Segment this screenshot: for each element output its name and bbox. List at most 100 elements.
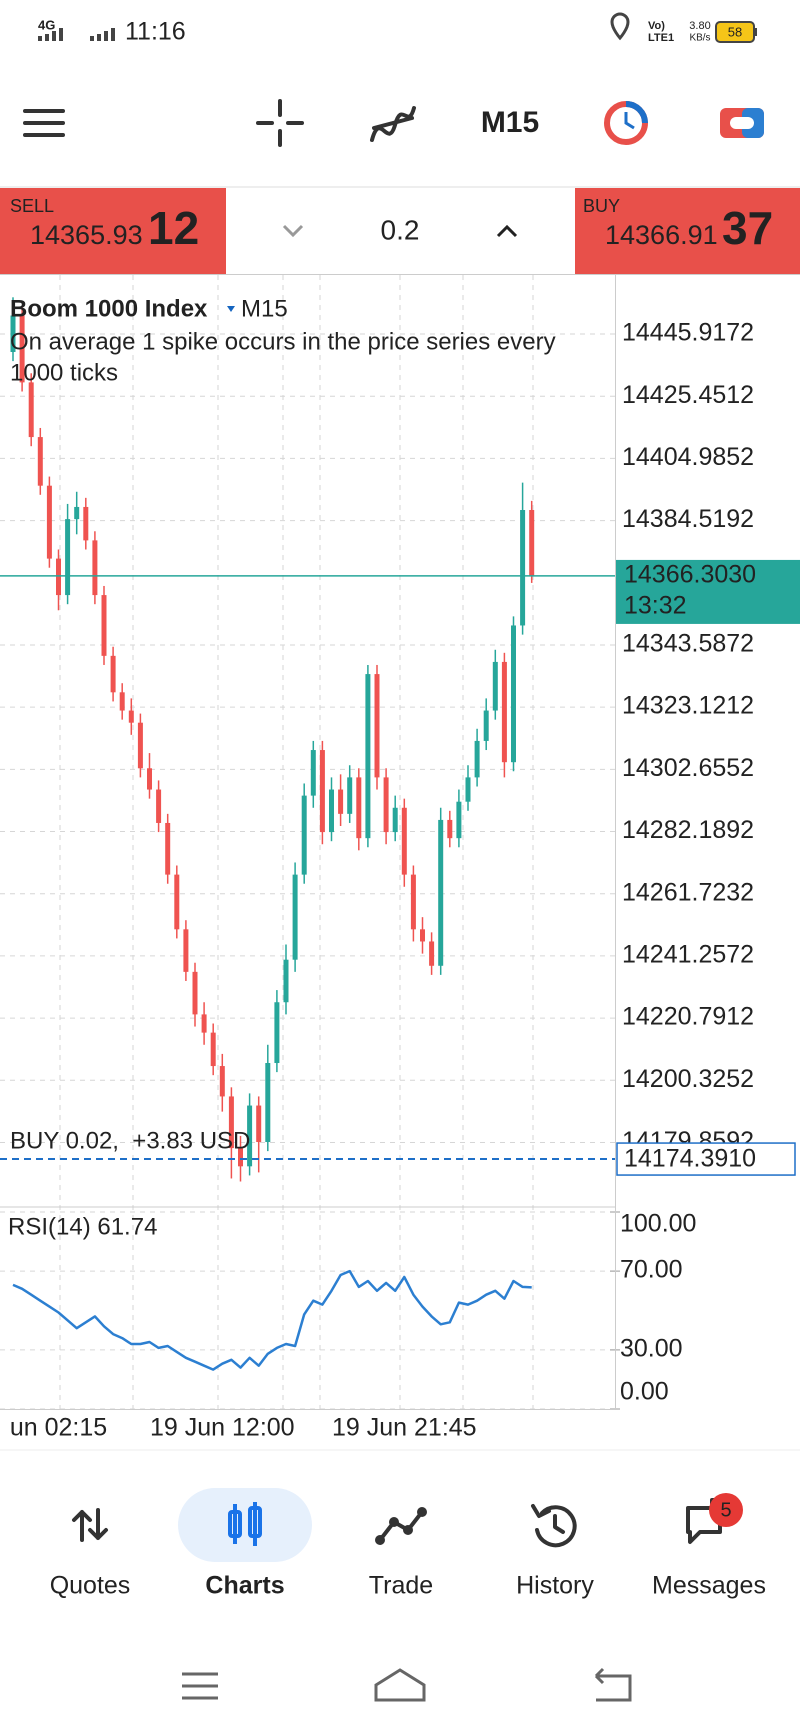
current-time-label: 13:32 (624, 592, 687, 620)
position-price-label: 14174.3910 (624, 1145, 756, 1173)
price-chart: 14445.9172 14425.4512 14404.9852 14384.5192… (0, 297, 800, 1182)
candle-body (274, 1002, 280, 1064)
indicators-button[interactable] (370, 106, 416, 142)
candle-body (501, 661, 507, 763)
trade-toggle-button[interactable] (720, 108, 764, 138)
candle-body (101, 595, 107, 656)
y-tick-label: 14282.1892 (622, 816, 754, 844)
x-tick-label: 19 Jun 12:00 (150, 1414, 295, 1442)
nav-label[interactable]: Quotes (50, 1572, 131, 1600)
objects-button[interactable] (604, 101, 648, 145)
symbol-description: 1000 ticks (10, 359, 118, 386)
buy-label: BUY (583, 196, 620, 216)
y-tick-label: 14261.7232 (622, 878, 754, 906)
position-label: BUY 0.02, +3.83 USD (10, 1127, 250, 1154)
battery-tip (754, 28, 757, 36)
trade-icon[interactable] (375, 1507, 427, 1545)
y-tick-label: 14445.9172 (622, 319, 754, 347)
x-tick-label: un 02:15 (10, 1414, 107, 1442)
y-tick-label: 14384.5192 (622, 505, 754, 533)
volume-down[interactable] (282, 224, 304, 238)
candle-body (401, 807, 407, 875)
nav-label[interactable]: Trade (369, 1572, 433, 1600)
system-nav[interactable] (182, 1667, 632, 1702)
candle-body (219, 1066, 225, 1097)
candle-body (483, 710, 489, 741)
candle-body (238, 1148, 243, 1167)
rsi-chart: 100.00 70.00 30.00 0.00 un 02:15 19 Jun 12:00… (0, 1210, 696, 1442)
network: 4G (38, 17, 55, 32)
candle-body (456, 801, 462, 839)
net-speed: 3.80 (689, 20, 710, 32)
candle-body (83, 506, 89, 541)
y-tick-label: 100.00 (620, 1210, 696, 1238)
candle-body (283, 959, 289, 1003)
volume-up[interactable] (496, 224, 518, 238)
history-icon[interactable] (531, 1504, 577, 1548)
nav-label[interactable]: Messages (652, 1572, 766, 1600)
y-tick-label: 14302.6552 (622, 754, 754, 782)
candle-body (520, 509, 526, 626)
symbol-title[interactable]: Boom 1000 Index (10, 295, 208, 322)
position-price-box (616, 1142, 796, 1176)
candle-body (210, 1032, 216, 1067)
candle-body (74, 506, 80, 520)
candle-body (438, 819, 444, 966)
timeframe-button[interactable]: M15 (481, 106, 539, 139)
candle-body (292, 874, 298, 960)
symbol-dropdown[interactable] (227, 306, 235, 312)
candle-body (256, 1105, 262, 1143)
candle-body (310, 750, 316, 796)
candle-body (65, 519, 71, 596)
candle-body (46, 485, 52, 559)
charts-icon[interactable] (228, 1502, 262, 1546)
candle-body (56, 558, 61, 596)
candle-body (228, 1096, 234, 1149)
candle-body (474, 740, 480, 778)
candle-body (420, 929, 425, 942)
y-tick-label: 14343.5872 (622, 630, 754, 658)
candle-body (392, 807, 398, 833)
candle-body (19, 315, 25, 383)
sell-button[interactable] (0, 188, 226, 274)
candle-body (174, 874, 180, 930)
candle-body (529, 509, 535, 576)
nav-label[interactable]: History (516, 1572, 594, 1600)
sell-price-big: 12 (148, 202, 199, 254)
candle-body (265, 1063, 271, 1143)
y-tick-label: 14404.9852 (622, 443, 754, 471)
symbol-description: On average 1 spike occurs in the price s… (10, 328, 556, 355)
candle-body (137, 722, 143, 769)
candle-body (465, 777, 471, 802)
volte: Vo) (648, 20, 665, 32)
lte: LTE1 (648, 32, 674, 44)
buy-button[interactable] (575, 188, 800, 274)
candle-body (92, 540, 98, 596)
y-tick-label: 14200.3252 (622, 1065, 754, 1093)
menu-button[interactable] (23, 109, 65, 137)
y-tick-label: 14425.4512 (622, 381, 754, 409)
y-tick-label: 14323.1212 (622, 692, 754, 720)
quotes-icon[interactable] (72, 1508, 108, 1542)
battery-level: 58 (728, 24, 742, 39)
active-tab-highlight (178, 1488, 312, 1562)
candle-body (128, 710, 134, 723)
candle-body (347, 777, 353, 814)
y-tick-label: 0.00 (620, 1378, 669, 1406)
y-tick-label: 14220.7912 (622, 1003, 754, 1031)
nav-label[interactable]: Charts (205, 1572, 284, 1600)
rsi-title: RSI(14) 61.74 (8, 1213, 157, 1240)
current-price-label: 14366.3030 (624, 561, 756, 589)
vertical-grid (59, 275, 534, 1409)
candle-body (365, 674, 371, 839)
crosshair-button[interactable] (256, 99, 304, 147)
badge (709, 1493, 743, 1527)
candle-body (329, 789, 334, 833)
clock: 11:16 (125, 18, 186, 46)
candle-body (511, 625, 516, 763)
candle-body (356, 777, 362, 839)
volume[interactable]: 0.2 (381, 214, 420, 245)
candle-body (147, 768, 152, 790)
candle-body (183, 929, 189, 972)
